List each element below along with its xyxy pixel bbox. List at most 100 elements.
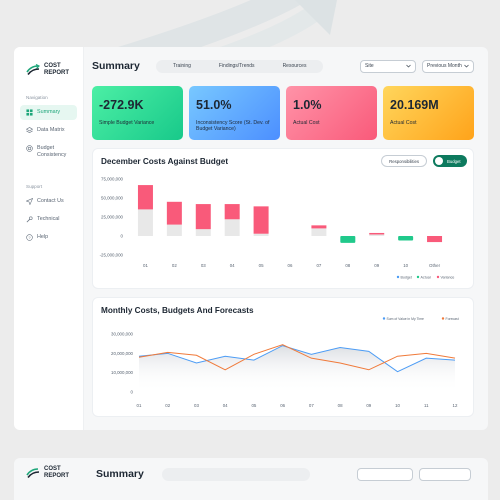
period-select[interactable]: Previous Month — [422, 59, 474, 73]
logo-icon — [26, 468, 40, 478]
bar-variance — [369, 232, 385, 235]
kpi-label: Inconsistency Score (St. Dev. of Budget … — [196, 120, 270, 133]
tab-resources[interactable]: Resources — [282, 62, 307, 69]
page-title: Summary — [96, 468, 144, 480]
logo: COST REPORT — [26, 63, 77, 77]
x-tick-label: 06 — [280, 403, 285, 408]
series-line-actual — [138, 345, 456, 373]
responsibilities-button[interactable]: Responsibilities — [381, 155, 427, 167]
sidebar: COST REPORT Navigation Summary Data Matr… — [14, 47, 84, 430]
chevron-down-icon — [406, 64, 411, 68]
tab-bar: Training Findings/Trends Resources — [156, 59, 324, 73]
x-tick-label: 07 — [316, 263, 321, 268]
x-tick-label: 11 — [424, 403, 429, 408]
bar-variance — [253, 206, 269, 234]
nav-heading: Navigation — [26, 95, 48, 100]
sidebar-item-help[interactable]: ? Help — [20, 230, 77, 245]
bar-variance — [427, 236, 443, 243]
sidebar-item-label: Help — [37, 234, 49, 240]
x-tick-label: 07 — [309, 403, 314, 408]
period-select — [419, 468, 471, 481]
bar-variance — [137, 185, 153, 210]
budget-toggle[interactable]: Budget — [433, 155, 467, 167]
legend-dot — [436, 275, 440, 279]
bar-budget — [369, 234, 385, 236]
legend-dot — [396, 275, 400, 279]
y-tick-label: 20,000,000 — [111, 351, 134, 356]
legend-label: Budget — [401, 275, 412, 279]
legend-label: Variance — [441, 275, 455, 279]
sidebar-item-label: Contact Us — [37, 198, 64, 204]
logo-line1: COST — [44, 63, 61, 69]
y-tick-label: 75,000,000 — [101, 177, 124, 182]
bar-budget — [224, 219, 240, 236]
sidebar-item-technical[interactable]: Technical — [20, 212, 77, 227]
x-tick-label: 02 — [165, 403, 170, 408]
x-tick-label: 09 — [374, 263, 379, 268]
kpi-value: -272.9K — [99, 98, 144, 112]
x-tick-label: Other — [429, 263, 441, 268]
site-select[interactable]: Site — [360, 59, 416, 73]
target-icon — [26, 145, 33, 152]
bar-budget — [166, 224, 182, 236]
kpi-value: 20.169M — [390, 98, 439, 112]
kpi-card-budget-variance: -272.9K Simple Budget Variance — [92, 86, 183, 140]
app-window: COST REPORT Navigation Summary Data Matr… — [14, 47, 488, 430]
sidebar-item-label: Technical — [37, 216, 60, 222]
chart-title: December Costs Against Budget — [101, 157, 229, 166]
tab-training[interactable]: Training — [173, 62, 191, 69]
y-tick-label: -25,000,000 — [100, 253, 124, 258]
logo-icon — [26, 64, 40, 75]
december-bar-chart: 75,000,000 50,000,000 25,000,000 0 -25,000,0… — [100, 177, 455, 280]
y-tick-label: 10,000,000 — [111, 370, 134, 375]
sidebar-item-label: Data Matrix — [37, 127, 65, 133]
period-select-value: Previous Month — [427, 63, 462, 69]
svg-text:?: ? — [28, 235, 31, 240]
y-tick-label: 0 — [121, 234, 124, 239]
kpi-label: Simple Budget Variance — [99, 120, 155, 126]
bar-actual — [340, 236, 356, 243]
kpi-label: Actual Cost — [390, 120, 417, 126]
logo-line2: REPORT — [44, 70, 70, 76]
bar-actual — [398, 236, 414, 241]
logo-line1: COST — [44, 466, 61, 472]
kpi-card-actual-cost-percent: 1.0% Actual Cost — [286, 86, 377, 140]
bar-variance — [166, 201, 182, 225]
bar-budget — [195, 229, 211, 236]
layers-icon — [26, 127, 33, 134]
x-tick-label: 01 — [137, 403, 142, 408]
x-tick-label: 09 — [366, 403, 371, 408]
bar-budget — [311, 228, 327, 236]
chevron-down-icon — [464, 64, 469, 68]
site-select-value: Site — [365, 63, 374, 69]
tab-bar — [162, 468, 310, 481]
bar-budget — [253, 233, 269, 236]
kpi-value: 51.0% — [196, 98, 232, 112]
x-tick-label: 04 — [230, 263, 235, 268]
monthly-costs-card: Monthly Costs, Budgets And Forecasts 30,… — [92, 297, 474, 417]
bar-budget — [137, 209, 153, 236]
chart-title: Monthly Costs, Budgets And Forecasts — [101, 306, 254, 315]
main-content: Summary Training Findings/Trends Resourc… — [84, 47, 488, 430]
kpi-card-actual-cost: 20.169M Actual Cost — [383, 86, 474, 140]
sidebar-item-budget-consistency[interactable]: Budget Consistency — [20, 141, 77, 163]
bar-variance — [224, 204, 240, 220]
x-tick-label: 10 — [395, 403, 400, 408]
support-heading: Support — [26, 184, 43, 189]
legend-dot — [416, 275, 420, 279]
sidebar-item-label: Summary — [37, 109, 61, 115]
wrench-icon — [26, 216, 33, 223]
sidebar-item-data-matrix[interactable]: Data Matrix — [20, 123, 77, 138]
series-line-forecast — [138, 344, 456, 371]
legend-dot — [441, 317, 445, 320]
tab-findings-trends[interactable]: Findings/Trends — [218, 62, 255, 69]
topbar: Summary Training Findings/Trends Resourc… — [92, 58, 474, 74]
x-tick-label: 08 — [345, 263, 350, 268]
sidebar-item-contact-us[interactable]: Contact Us — [20, 194, 77, 209]
kpi-label: Actual Cost — [293, 120, 320, 126]
bar-variance — [195, 204, 211, 230]
sidebar-item-summary[interactable]: Summary — [20, 105, 77, 120]
page-title: Summary — [92, 60, 140, 72]
kpi-value: 1.0% — [293, 98, 322, 112]
x-tick-label: 10 — [403, 263, 408, 268]
